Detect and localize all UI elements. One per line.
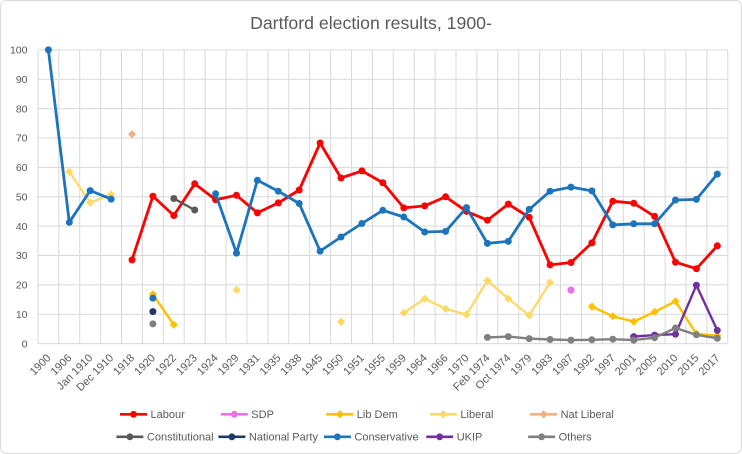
svg-text:80: 80 [16,103,28,115]
svg-text:70: 70 [16,133,28,145]
svg-text:UKIP: UKIP [457,432,483,444]
svg-text:Constitutional: Constitutional [147,432,214,444]
svg-text:30: 30 [16,250,28,262]
svg-text:Labour: Labour [151,409,186,421]
svg-text:10: 10 [16,309,28,321]
svg-text:20: 20 [16,280,28,292]
svg-text:National Party: National Party [249,432,319,444]
svg-text:100: 100 [10,45,28,57]
svg-text:Others: Others [559,432,593,444]
svg-text:60: 60 [16,162,28,174]
svg-text:50: 50 [16,192,28,204]
svg-text:40: 40 [16,221,28,233]
svg-text:Liberal: Liberal [460,409,493,421]
svg-text:Conservative: Conservative [354,432,418,444]
svg-text:Dartford election results, 190: Dartford election results, 1900- [250,13,492,33]
svg-text:90: 90 [16,74,28,86]
svg-text:Nat Liberal: Nat Liberal [561,409,614,421]
svg-text:0: 0 [22,338,28,350]
svg-text:SDP: SDP [251,409,274,421]
svg-text:Lib Dem: Lib Dem [357,409,398,421]
